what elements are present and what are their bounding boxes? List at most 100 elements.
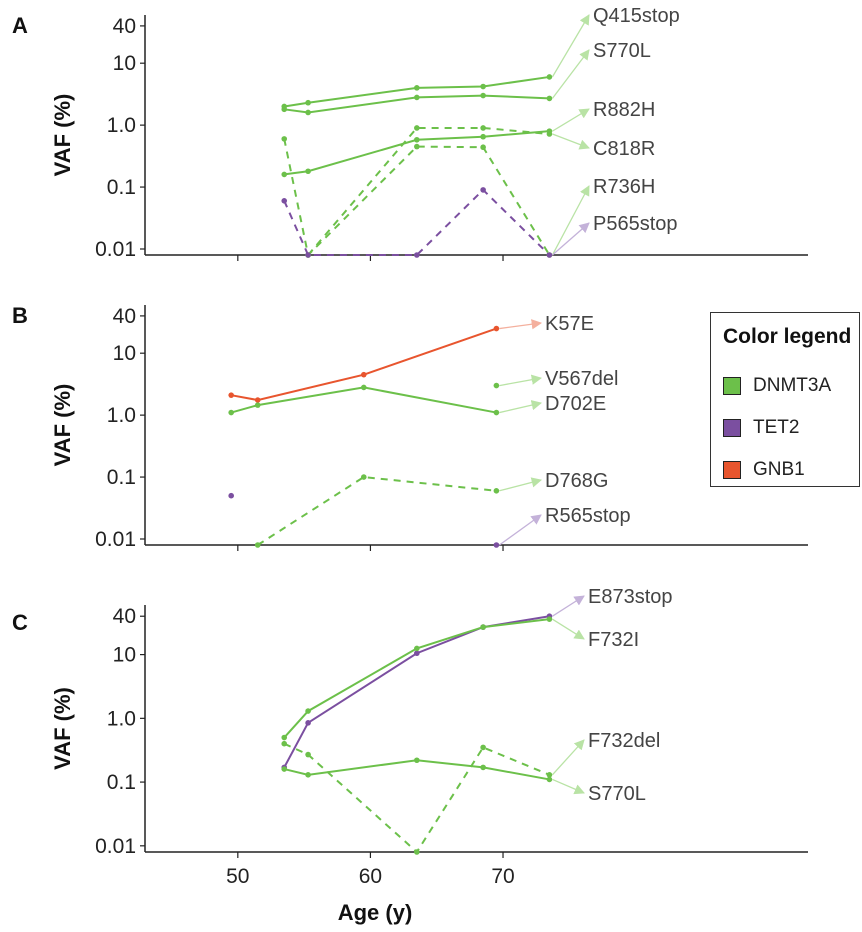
series-line	[283, 759, 550, 781]
data-point	[360, 384, 367, 391]
series-line	[230, 386, 497, 414]
label-arrow	[552, 133, 590, 150]
series-q415stop: Q415stop	[281, 5, 680, 110]
data-point	[305, 99, 311, 106]
data-point	[305, 168, 311, 175]
data-point	[546, 74, 553, 80]
legend-swatch-dnmt3a	[723, 377, 741, 395]
legend-title: Color legend	[723, 325, 852, 348]
data-point	[254, 542, 261, 548]
series-line	[283, 188, 551, 256]
series-f732i: F732I	[281, 616, 639, 741]
legend-swatch-gnb1	[723, 461, 741, 479]
x-tick-label: 70	[491, 865, 514, 888]
data-point	[228, 409, 234, 416]
data-point	[414, 143, 420, 150]
mutation-label: K57E	[545, 313, 594, 335]
data-point	[480, 92, 486, 99]
color-legend: Color legend DNMT3A TET2 GNB1	[710, 312, 860, 487]
series-line	[257, 476, 497, 546]
data-point	[480, 133, 486, 140]
data-point	[493, 409, 500, 416]
data-point	[493, 542, 500, 548]
panel-letter: C	[12, 610, 28, 635]
data-point	[305, 252, 311, 258]
y-tick-label: 1.0	[107, 707, 136, 730]
label-arrow	[499, 514, 542, 546]
data-point	[546, 616, 553, 622]
mutation-label: E873stop	[588, 586, 673, 608]
label-arrow	[551, 49, 590, 99]
y-tick-label: 10	[113, 644, 136, 667]
data-point	[480, 764, 486, 771]
data-point	[414, 849, 420, 855]
label-arrow	[499, 319, 543, 330]
data-point	[305, 772, 311, 778]
label-arrow	[551, 185, 590, 256]
data-point	[414, 125, 420, 131]
series-line	[283, 618, 550, 739]
data-point	[414, 757, 420, 764]
panel-letter: B	[12, 303, 28, 328]
series-v567del: V567del	[493, 368, 618, 390]
x-tick-label: 50	[226, 865, 249, 888]
label-arrow	[552, 595, 585, 617]
y-tick-label: 0.1	[107, 176, 136, 199]
series-d768g: D768G	[254, 470, 608, 548]
data-point	[281, 171, 288, 178]
data-point	[493, 382, 500, 389]
y-tick-label: 40	[113, 605, 136, 628]
legend-label-gnb1: GNB1	[753, 459, 805, 480]
series-f732del: F732del	[281, 730, 660, 855]
mutation-label: Q415stop	[593, 5, 680, 27]
y-tick-label: 0.1	[107, 771, 136, 794]
data-point	[281, 734, 288, 741]
panel-c: C VAF (%) 0.01 0.1 1.0 10 40 50 60 70 E873stop F732…	[12, 586, 808, 888]
data-point	[493, 488, 500, 494]
panel-a: A VAF (%) 0.01 0.1 1.0 10 40 Q415stop S770L R882H…	[12, 5, 808, 261]
legend-item-gnb1: GNB1	[723, 459, 805, 481]
data-point	[480, 144, 486, 151]
panel-b: B VAF (%) 0.01 0.1 1.0 10 40 K57E V567del D702E D7…	[12, 303, 808, 551]
y-tick-label: 0.1	[107, 466, 136, 489]
data-point	[305, 720, 311, 726]
series-k57e: K57E	[228, 313, 594, 403]
mutation-label: D768G	[545, 470, 608, 492]
data-point	[480, 744, 486, 751]
data-point	[305, 708, 311, 714]
mutation-label: S770L	[593, 40, 651, 62]
label-arrow	[552, 108, 590, 132]
series-r736h: R736H	[281, 136, 655, 258]
legend-label-tet2: TET2	[753, 417, 800, 438]
y-tick-label: 40	[113, 305, 136, 328]
data-point	[480, 83, 486, 90]
y-tick-label: 1.0	[107, 114, 136, 137]
label-arrow	[552, 618, 585, 640]
label-arrow	[551, 14, 590, 78]
label-arrow	[551, 739, 585, 776]
data-point	[414, 645, 420, 652]
data-point	[480, 125, 486, 131]
y-axis-label: VAF (%)	[50, 384, 75, 467]
series-r565stop: R565stop	[228, 492, 631, 548]
series-s770l: S770L	[281, 40, 651, 116]
data-point	[281, 740, 288, 747]
series-line	[283, 138, 551, 258]
legend-item-tet2: TET2	[723, 417, 799, 439]
panel-letter: A	[12, 13, 28, 38]
data-point	[414, 94, 420, 101]
y-tick-label: 10	[113, 52, 136, 75]
data-point	[546, 252, 553, 258]
series-d702e: D702E	[228, 384, 606, 416]
legend-swatch-tet2	[723, 419, 741, 437]
data-point	[281, 106, 288, 113]
data-point	[546, 772, 553, 778]
label-arrow	[499, 477, 543, 492]
legend-label-dnmt3a: DNMT3A	[753, 375, 832, 396]
series-r882h: R882H	[281, 99, 655, 178]
mutation-label: S770L	[588, 783, 646, 805]
data-point	[360, 474, 367, 480]
data-point	[414, 650, 420, 657]
series-line	[231, 327, 497, 402]
